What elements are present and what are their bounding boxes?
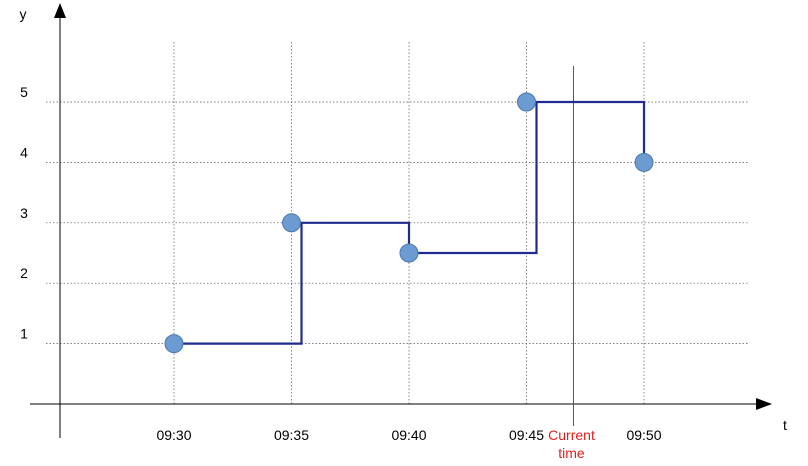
y-axis-arrow [54, 3, 66, 18]
series [164, 92, 654, 354]
x-tick-label: 09:30 [156, 427, 191, 443]
current-time-label: time [558, 445, 585, 461]
data-point [517, 92, 536, 112]
data-point [399, 243, 419, 263]
y-axis-title: y [20, 6, 27, 22]
y-tick-label: 5 [20, 84, 28, 100]
x-tick-label: 09:45 [509, 427, 544, 443]
axes [30, 3, 772, 438]
y-tick-label: 3 [20, 205, 28, 221]
y-tick-label: 2 [20, 265, 28, 281]
y-tick-label: 1 [20, 326, 28, 342]
tick-labels: y t 09:30 09:35 09:40 09:45 09:50 1 2 3 4 5 Current t… [20, 6, 788, 461]
x-axis-title: t [783, 417, 787, 433]
current-time-label: Current [548, 427, 595, 443]
x-tick-label: 09:40 [391, 427, 426, 443]
data-point [164, 334, 184, 354]
x-tick-label: 09:50 [626, 427, 661, 443]
data-point [634, 152, 654, 172]
y-tick-label: 4 [20, 144, 28, 160]
x-tick-label: 09:35 [274, 427, 309, 443]
data-point [282, 213, 301, 233]
x-axis-arrow [756, 398, 772, 410]
